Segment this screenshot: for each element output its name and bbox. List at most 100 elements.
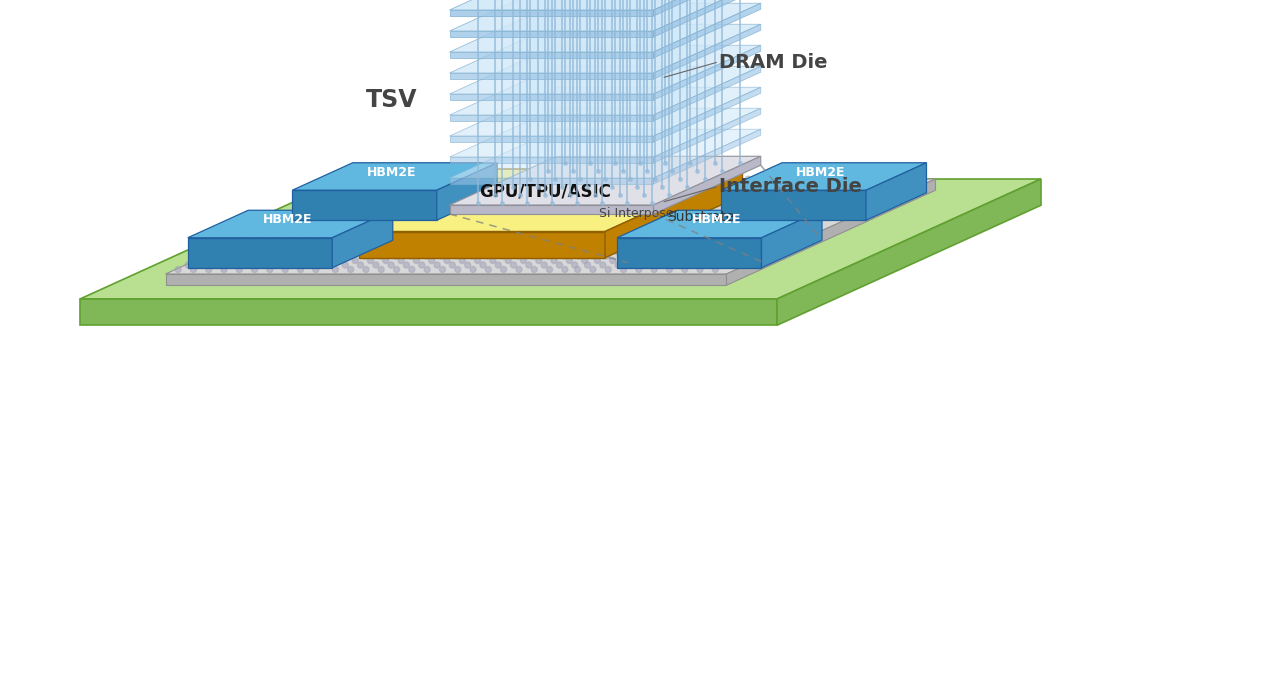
Circle shape bbox=[730, 176, 736, 183]
Polygon shape bbox=[449, 66, 760, 115]
Circle shape bbox=[460, 258, 465, 263]
Circle shape bbox=[200, 262, 206, 268]
Circle shape bbox=[745, 176, 751, 183]
Circle shape bbox=[750, 181, 756, 187]
Circle shape bbox=[686, 203, 691, 209]
Circle shape bbox=[315, 231, 321, 236]
Circle shape bbox=[623, 189, 630, 196]
Circle shape bbox=[511, 262, 517, 268]
Circle shape bbox=[470, 267, 476, 273]
Circle shape bbox=[497, 198, 503, 205]
Circle shape bbox=[383, 235, 388, 241]
Circle shape bbox=[671, 203, 676, 209]
Circle shape bbox=[650, 253, 657, 259]
Polygon shape bbox=[654, 0, 760, 16]
Circle shape bbox=[717, 258, 723, 263]
Circle shape bbox=[398, 258, 404, 263]
Circle shape bbox=[735, 181, 741, 187]
Circle shape bbox=[434, 262, 440, 268]
Polygon shape bbox=[654, 130, 760, 184]
Circle shape bbox=[343, 253, 348, 259]
Circle shape bbox=[705, 194, 712, 200]
Circle shape bbox=[311, 240, 317, 245]
Circle shape bbox=[536, 258, 541, 263]
Circle shape bbox=[328, 253, 333, 259]
Circle shape bbox=[351, 221, 357, 227]
Circle shape bbox=[593, 176, 598, 183]
Circle shape bbox=[561, 253, 567, 259]
Circle shape bbox=[255, 244, 261, 250]
Polygon shape bbox=[449, 108, 760, 157]
Circle shape bbox=[685, 244, 691, 250]
Circle shape bbox=[557, 185, 563, 192]
Circle shape bbox=[347, 244, 353, 250]
Circle shape bbox=[412, 221, 417, 227]
Circle shape bbox=[215, 262, 221, 268]
Circle shape bbox=[276, 262, 283, 268]
Circle shape bbox=[669, 189, 676, 196]
Circle shape bbox=[541, 262, 547, 268]
Circle shape bbox=[576, 253, 582, 259]
Circle shape bbox=[531, 176, 536, 183]
Circle shape bbox=[522, 208, 529, 214]
Circle shape bbox=[246, 262, 252, 268]
Circle shape bbox=[616, 262, 621, 268]
Circle shape bbox=[686, 258, 692, 263]
Circle shape bbox=[470, 253, 475, 259]
Circle shape bbox=[666, 253, 672, 259]
Circle shape bbox=[413, 258, 420, 263]
Circle shape bbox=[709, 226, 716, 232]
Circle shape bbox=[346, 231, 352, 236]
Circle shape bbox=[310, 226, 316, 232]
Circle shape bbox=[660, 208, 667, 214]
Circle shape bbox=[471, 203, 477, 209]
Circle shape bbox=[736, 235, 741, 241]
Circle shape bbox=[673, 221, 680, 227]
Circle shape bbox=[760, 231, 767, 236]
Circle shape bbox=[264, 226, 270, 232]
Circle shape bbox=[493, 208, 498, 214]
Circle shape bbox=[584, 208, 590, 214]
Circle shape bbox=[333, 267, 338, 273]
Circle shape bbox=[506, 258, 511, 263]
Circle shape bbox=[261, 249, 266, 254]
Circle shape bbox=[726, 240, 732, 245]
Circle shape bbox=[266, 253, 273, 259]
Circle shape bbox=[682, 267, 687, 273]
Circle shape bbox=[608, 176, 613, 183]
Circle shape bbox=[530, 253, 536, 259]
Polygon shape bbox=[605, 169, 742, 258]
Circle shape bbox=[598, 194, 604, 200]
Circle shape bbox=[220, 253, 227, 259]
Circle shape bbox=[705, 235, 712, 241]
Circle shape bbox=[279, 226, 285, 232]
Circle shape bbox=[644, 181, 649, 187]
Circle shape bbox=[649, 185, 655, 192]
Circle shape bbox=[541, 185, 548, 192]
Circle shape bbox=[731, 244, 737, 250]
Circle shape bbox=[699, 176, 705, 183]
Circle shape bbox=[552, 258, 557, 263]
Polygon shape bbox=[654, 108, 760, 163]
Circle shape bbox=[684, 176, 690, 183]
Circle shape bbox=[635, 198, 640, 205]
Polygon shape bbox=[188, 210, 393, 238]
Text: GPU/TPU/ASIC: GPU/TPU/ASIC bbox=[480, 183, 612, 200]
Circle shape bbox=[700, 231, 705, 236]
Circle shape bbox=[387, 226, 393, 232]
Circle shape bbox=[562, 176, 567, 183]
Circle shape bbox=[598, 181, 603, 187]
Circle shape bbox=[372, 240, 378, 245]
Circle shape bbox=[531, 189, 538, 196]
Circle shape bbox=[239, 244, 246, 250]
Circle shape bbox=[721, 194, 727, 200]
Circle shape bbox=[636, 267, 641, 273]
Circle shape bbox=[690, 235, 696, 241]
Circle shape bbox=[500, 267, 507, 273]
Circle shape bbox=[760, 176, 767, 183]
Circle shape bbox=[765, 221, 772, 227]
Circle shape bbox=[776, 231, 782, 236]
Circle shape bbox=[312, 267, 319, 273]
Circle shape bbox=[527, 198, 534, 205]
Circle shape bbox=[704, 221, 710, 227]
